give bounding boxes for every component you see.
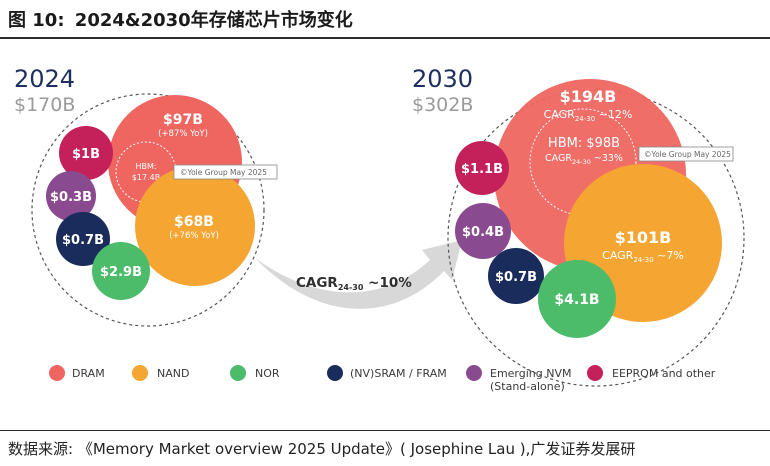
legend-swatch-nvm [466, 365, 482, 381]
watermark-box-2030 [638, 146, 734, 162]
bubble-2024-sram [56, 212, 110, 266]
cagr-arrow-label: CAGR24-30 ~10% [296, 275, 412, 292]
label-2030-nand-value: $101B [615, 228, 672, 247]
bubble-2030-sram [488, 248, 544, 304]
source-text: 《Memory Market overview 2025 Update》( Jo… [77, 440, 636, 458]
source-note: 数据来源: 《Memory Market overview 2025 Updat… [8, 438, 635, 459]
label-2030-nvm-value: $0.4B [462, 225, 504, 240]
legend-swatch-nor [230, 365, 246, 381]
panel-2030-year: 2030 [412, 65, 473, 93]
bubble-2024-nand [135, 166, 255, 286]
cagr-arrow [255, 240, 462, 309]
legend-swatch-dram [49, 365, 65, 381]
label-2024-sram-value: $0.7B [62, 233, 104, 248]
legend-label-nvm-2: (Stand-alone) [490, 380, 565, 393]
legend-label-nand: NAND [157, 367, 189, 380]
cagr-arrow-group: CAGR24-30 ~10% [255, 240, 462, 309]
legend: DRAM NAND NOR (NV)SRAM / FRAM Emerging N… [49, 365, 716, 393]
bubble-2030-nvm [455, 203, 511, 259]
bubble-2024-nor [92, 242, 150, 300]
panel-2024: 2024 $170B $97B (+87% YoY) HBM: $17.4B $… [14, 65, 278, 327]
label-2030-hbm-value: HBM: $98B [548, 136, 620, 151]
panel-2024-outline [31, 93, 265, 327]
label-2024-nvm-value: $0.3B [50, 190, 92, 205]
label-2030-nor-value: $4.1B [554, 292, 599, 308]
memory-market-bubble-chart: 2024 $170B $97B (+87% YoY) HBM: $17.4B $… [14, 65, 745, 393]
label-2024-dram-value: $97B [163, 112, 203, 128]
legend-swatch-sram [327, 365, 343, 381]
label-2024-nand-value: $68B [174, 214, 214, 230]
label-2030-dram-value: $194B [560, 87, 617, 106]
bubble-2030-hbm-outline [529, 108, 637, 216]
label-2024-hbm-line2: $17.4B [132, 173, 160, 182]
bubble-2024-eeprom [59, 126, 113, 180]
label-2024-nand-note: (+76% YoY) [169, 231, 219, 241]
label-2024-dram-note: (+87% YoY) [158, 129, 208, 139]
label-2024-nor-value: $2.9B [100, 265, 142, 280]
legend-swatch-eeprom [587, 365, 603, 381]
label-2024-hbm-line1: HBM: [135, 162, 156, 171]
watermark-box-2024 [173, 164, 278, 180]
source-rule [0, 430, 770, 431]
bubble-2030-eeprom [455, 141, 509, 195]
title-rule [0, 37, 770, 39]
label-2030-hbm-note: CAGR24-30 ~33% [545, 153, 623, 166]
label-2030-dram-note: CAGR24-30 ~12% [544, 108, 633, 123]
legend-label-eeprom: EEPROM and other [612, 367, 716, 380]
legend-label-sram: (NV)SRAM / FRAM [350, 367, 447, 380]
figure-title: 图 10: 2024&2030年存储芯片市场变化 [8, 6, 353, 32]
bubble-2030-nor [538, 260, 616, 338]
panel-2030-total: $302B [412, 94, 473, 116]
watermark-2030: ©Yole Group May 2025 [644, 150, 731, 159]
label-2030-nand-note: CAGR24-30 ~7% [602, 249, 684, 264]
panel-2024-total: $170B [14, 94, 75, 116]
legend-label-nvm: Emerging NVM [490, 367, 572, 380]
legend-swatch-nand [132, 365, 148, 381]
figure-title-text: 2024&2030年存储芯片市场变化 [74, 10, 353, 31]
label-2030-eeprom-value: $1.1B [461, 162, 503, 177]
label-2024-eeprom-value: $1B [72, 147, 100, 162]
panel-2024-year: 2024 [14, 65, 75, 93]
legend-label-dram: DRAM [72, 367, 105, 380]
panel-2030: 2030 $302B $194B CAGR24-30 ~12% HBM: $98… [412, 65, 745, 387]
legend-label-nor: NOR [255, 367, 280, 380]
label-2030-sram-value: $0.7B [495, 270, 537, 285]
bubble-2024-nvm [46, 171, 96, 221]
figure-number: 图 10: [8, 10, 65, 31]
watermark-2024: ©Yole Group May 2025 [180, 168, 267, 177]
source-label: 数据来源: [8, 440, 74, 458]
